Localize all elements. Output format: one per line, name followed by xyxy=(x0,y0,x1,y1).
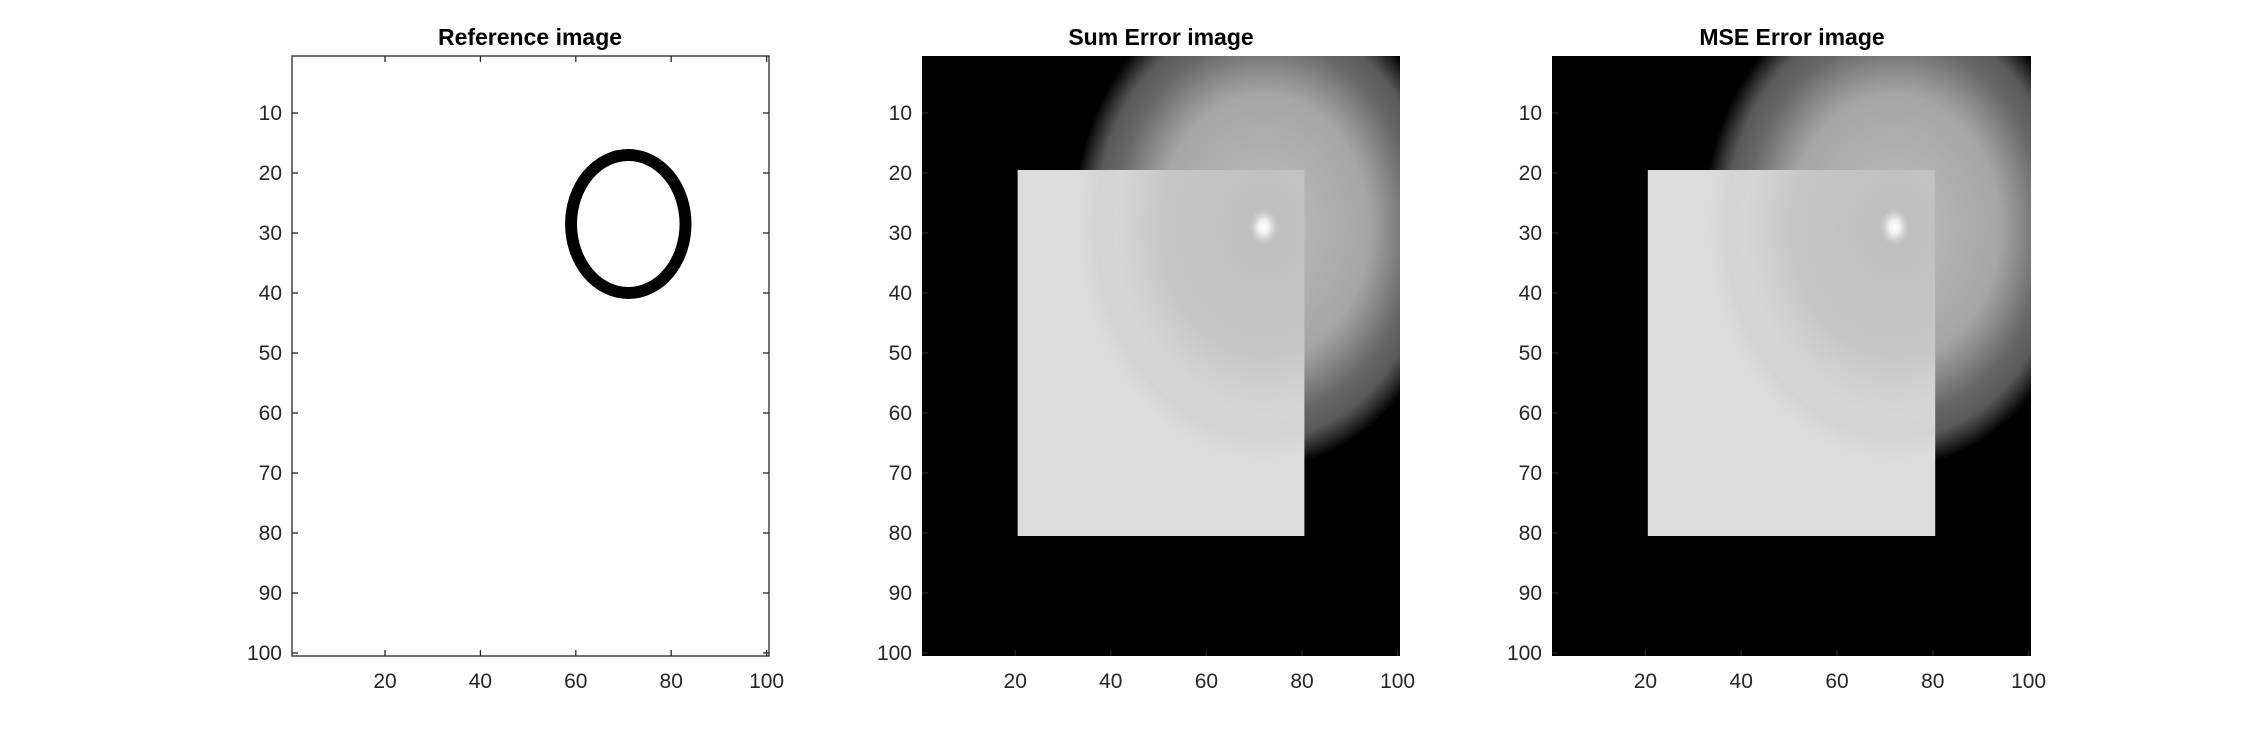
ticks-sum-error: 20 40 60 80 100 10 20 30 40 50 60 70 80 90 100 xyxy=(877,102,1415,693)
axes-reference: Reference image 20 40 60 80 100 10 20 30 40 50 60 7… xyxy=(247,24,784,693)
y-tick-label-reference: 20 xyxy=(259,162,282,185)
x-tick-label-mse-error: 20 xyxy=(1634,670,1657,693)
axes-sum-error: Sum Error image 20 40 60 80 100 10 20 30 40 50 60 7… xyxy=(877,24,1415,693)
x-tick-label-reference: 60 xyxy=(564,670,587,693)
ellipse-ring-reference xyxy=(565,149,692,299)
title-reference: Reference image xyxy=(438,24,622,50)
ticks-mse-error: 20 40 60 80 100 10 20 30 40 50 60 70 80 90 100 xyxy=(1507,102,2046,693)
x-tick-label-mse-error: 100 xyxy=(2011,670,2046,693)
y-tick-label-reference: 80 xyxy=(259,522,282,545)
y-tick-label-reference: 40 xyxy=(259,282,282,305)
x-tick-label-reference: 40 xyxy=(469,670,492,693)
y-tick-label-reference: 60 xyxy=(259,402,282,425)
x-tick-label-mse-error: 40 xyxy=(1730,670,1753,693)
y-tick-label-mse-error: 50 xyxy=(1519,342,1542,365)
x-tick-label-reference: 20 xyxy=(373,670,396,693)
image-layer-sum-error xyxy=(1017,56,1400,536)
error-minimum-spot-mse-error xyxy=(1879,207,1910,247)
y-tick-label-mse-error: 90 xyxy=(1519,582,1542,605)
x-tick-label-sum-error: 40 xyxy=(1099,670,1122,693)
y-tick-label-sum-error: 50 xyxy=(889,342,912,365)
axes-mse-error: MSE Error image 20 40 60 80 100 10 20 30 40 50 60 7… xyxy=(1507,24,2046,693)
error-halo-mse-error xyxy=(1702,56,2031,467)
y-tick-label-mse-error: 60 xyxy=(1519,402,1542,425)
x-tick-label-reference: 80 xyxy=(660,670,683,693)
y-tick-label-reference: 100 xyxy=(247,642,282,665)
y-tick-label-reference: 70 xyxy=(259,462,282,485)
x-tick-label-reference: 100 xyxy=(749,670,784,693)
y-tick-label-mse-error: 30 xyxy=(1519,222,1542,245)
x-tick-label-mse-error: 80 xyxy=(1921,670,1944,693)
x-tick-label-sum-error: 60 xyxy=(1195,670,1218,693)
y-tick-label-sum-error: 80 xyxy=(889,522,912,545)
y-tick-label-sum-error: 70 xyxy=(889,462,912,485)
error-halo-sum-error xyxy=(1072,56,1400,467)
y-tick-label-sum-error: 10 xyxy=(889,102,912,125)
image-layer-mse-error xyxy=(1647,56,2031,536)
y-tick-label-sum-error: 60 xyxy=(889,402,912,425)
y-tick-label-mse-error: 20 xyxy=(1519,162,1542,185)
image-background-reference xyxy=(292,56,769,656)
error-minimum-spot-sum-error xyxy=(1248,207,1280,247)
title-sum-error: Sum Error image xyxy=(1068,24,1253,50)
y-tick-label-sum-error: 20 xyxy=(889,162,912,185)
y-tick-label-sum-error: 30 xyxy=(889,222,912,245)
x-tick-label-sum-error: 20 xyxy=(1004,670,1027,693)
y-tick-label-mse-error: 10 xyxy=(1519,102,1542,125)
ticks-reference: 20 40 60 80 100 10 20 30 40 50 60 70 80 90 100 xyxy=(247,56,784,693)
y-tick-label-mse-error: 100 xyxy=(1507,642,1542,665)
y-tick-label-sum-error: 40 xyxy=(889,282,912,305)
x-tick-label-mse-error: 60 xyxy=(1825,670,1848,693)
y-tick-label-mse-error: 70 xyxy=(1519,462,1542,485)
x-tick-label-sum-error: 80 xyxy=(1290,670,1313,693)
y-tick-label-sum-error: 100 xyxy=(877,642,912,665)
y-tick-label-mse-error: 80 xyxy=(1519,522,1542,545)
y-tick-label-reference: 50 xyxy=(259,342,282,365)
y-tick-label-reference: 10 xyxy=(259,102,282,125)
y-tick-label-sum-error: 90 xyxy=(889,582,912,605)
y-tick-label-reference: 30 xyxy=(259,222,282,245)
x-tick-label-sum-error: 100 xyxy=(1380,670,1415,693)
frame-reference xyxy=(291,55,770,657)
y-tick-label-mse-error: 40 xyxy=(1519,282,1542,305)
title-mse-error: MSE Error image xyxy=(1699,24,1884,50)
image-layer-reference xyxy=(565,149,692,299)
y-tick-label-reference: 90 xyxy=(259,582,282,605)
